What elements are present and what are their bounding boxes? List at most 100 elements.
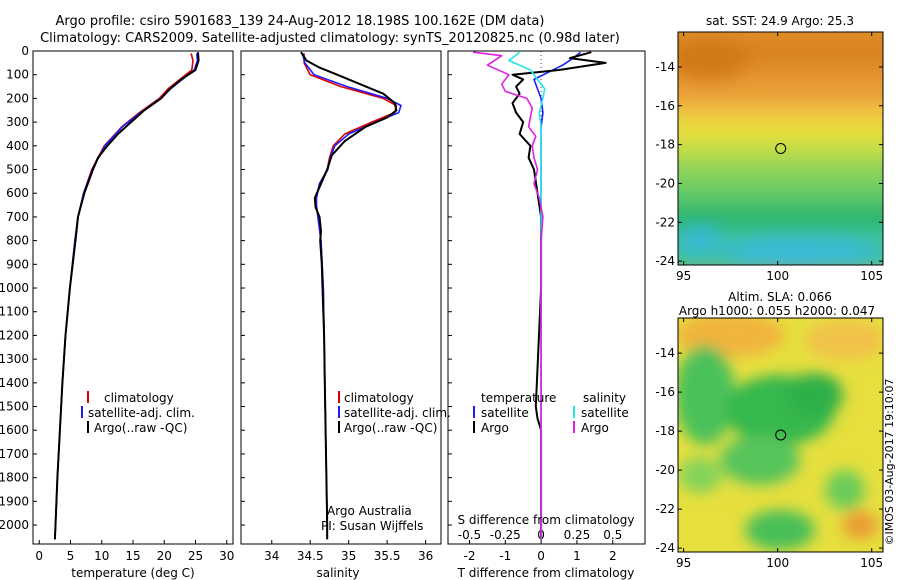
y-tick-label: 1900 — [0, 494, 29, 508]
sla-patch-lightgreen-sw — [678, 457, 722, 493]
sla-patch-orange-ne — [805, 320, 883, 360]
series-line-satellite-adj-clim- — [301, 53, 402, 540]
difference-frame — [447, 50, 646, 545]
y-tick-label: 500 — [6, 163, 29, 177]
header-line-2: Climatology: CARS2009. Satellite-adjuste… — [40, 31, 620, 46]
temperature-frame — [32, 50, 234, 545]
salinity-panel: 34 34.5 35 35.5 36 salinity climatology sate… — [240, 50, 451, 580]
legend-swatch-t-satellite — [473, 406, 475, 418]
map-y-tick-label: -14 — [655, 346, 675, 360]
sst-patch-cyan — [720, 237, 880, 265]
sla-patch-green-south — [720, 435, 800, 485]
legend-swatch-argo — [87, 421, 89, 433]
y-tick-label: 600 — [6, 186, 29, 200]
series-line-s-satellite — [508, 51, 546, 540]
sla-map: Altim. SLA: 0.066 Argo h1000: 0.055 h200… — [655, 290, 884, 570]
annotation-argo-australia: Argo Australia — [327, 504, 412, 518]
y-tick-label: 200 — [6, 91, 29, 105]
x-tick-label: 1 — [573, 549, 581, 563]
sla-map-title: Altim. SLA: 0.066 — [728, 290, 832, 304]
x-tick-label: 35 — [341, 549, 356, 563]
x-tick-label: 25 — [188, 549, 203, 563]
y-tick-label: 1000 — [0, 281, 29, 295]
legend-swatch-t-argo — [473, 421, 475, 433]
map-x-tick-label: 100 — [766, 556, 789, 570]
series-line-s-argo — [473, 51, 544, 540]
sst-patch-cyan-west — [678, 226, 722, 254]
series-line-argo-raw-qc- — [53, 52, 200, 540]
header-line-1: Argo profile: csiro 5901683_139 24-Aug-2… — [56, 14, 545, 29]
legend-salinity-heading: salinity — [583, 391, 626, 405]
temperature-xlabel: temperature (deg C) — [71, 566, 194, 580]
legend-swatch-s-satellite — [573, 406, 575, 418]
y-tick-label: 400 — [6, 139, 29, 153]
argo-position-marker — [775, 429, 787, 441]
series-line-t-argo — [511, 51, 607, 540]
legend-t-argo: Argo — [481, 421, 509, 435]
legend-swatch-s-argo — [573, 421, 575, 433]
x-tick-label: 30 — [219, 549, 234, 563]
x-tick-label: 20 — [157, 549, 172, 563]
legend-temperature-heading: temperature — [481, 391, 556, 405]
map-y-tick-label: -20 — [655, 463, 675, 477]
sst-map: sat. SST: 24.9 Argo: 25.3 95 100 105 -14 -16… — [655, 14, 884, 283]
argo-position-marker — [775, 143, 787, 154]
salinity-xlabel: salinity — [316, 566, 359, 580]
sla-map-ticks: 95 100 105 -14 -16 -18 -20 -22 -24 — [655, 318, 883, 570]
y-tick-label: 1100 — [0, 305, 29, 319]
x2-tick-label: -0.25 — [490, 528, 521, 542]
map-x-tick-label: 100 — [766, 269, 789, 283]
salinity-frame — [240, 50, 442, 545]
sla-map-subtitle: Argo h1000: 0.055 h2000: 0.047 — [679, 304, 875, 318]
legend-swatch-argo — [338, 421, 340, 433]
sla-patch-green-se — [825, 470, 865, 510]
temperature-profile-lines — [53, 52, 200, 540]
temperature-panel: 0100200300400500600700800900100011001200… — [0, 44, 234, 580]
x-tick-label: 5 — [67, 549, 75, 563]
map-y-tick-label: -16 — [655, 99, 675, 113]
annotation-pi: PI: Susan Wijffels — [321, 519, 423, 533]
difference-legend: temperature salinity satellite Argo sate… — [473, 391, 629, 435]
y-tick-label: 100 — [6, 68, 29, 82]
map-x-tick-label: 105 — [860, 269, 883, 283]
y-tick-label: 900 — [6, 257, 29, 271]
legend-swatch-climatology — [87, 391, 89, 403]
imos-watermark: ©IMOS 03-Aug-2017 19:10:07 — [883, 379, 896, 546]
x-tick-label: 35.5 — [374, 549, 401, 563]
salinity-legend: climatology satellite-adj. clim. Argo(..… — [338, 391, 451, 435]
sla-patch-green-west — [678, 345, 735, 445]
y-tick-label: 1300 — [0, 352, 29, 366]
x-tick-label: 34 — [264, 549, 279, 563]
sst-patches — [678, 32, 883, 265]
y-tick-label: 800 — [6, 234, 29, 248]
y-tick-label: 700 — [6, 210, 29, 224]
map-y-tick-label: -22 — [655, 215, 675, 229]
sla-patch-green-east — [787, 373, 843, 417]
x-tick-label: 0 — [537, 549, 545, 563]
sst-patch-dark-green — [678, 205, 883, 230]
y-tick-label: 1700 — [0, 447, 29, 461]
temperature-legend: climatology satellite-adj. clim. Argo(..… — [81, 391, 195, 435]
legend-climatology: climatology — [104, 391, 174, 405]
y-tick-label: 1500 — [0, 400, 29, 414]
map-y-tick-label: -24 — [655, 541, 675, 555]
y-tick-label: 1600 — [0, 423, 29, 437]
sst-map-frame — [677, 31, 884, 266]
sla-map-field — [678, 318, 883, 552]
x-tick-label: -1 — [499, 549, 511, 563]
sla-patches — [678, 318, 883, 550]
legend-s-satellite: satellite — [581, 406, 629, 420]
series-line-argo-raw-qc- — [300, 51, 398, 540]
x2-tick-label: 0.5 — [603, 528, 622, 542]
map-y-tick-label: -18 — [655, 138, 675, 152]
map-x-tick-label: 95 — [676, 556, 691, 570]
y-tick-label: 2000 — [0, 518, 29, 532]
y-tick-label: 1200 — [0, 328, 29, 342]
map-y-tick-label: -16 — [655, 385, 675, 399]
legend-satellite-adj: satellite-adj. clim. — [344, 406, 451, 420]
legend-argo: Argo(..raw -QC) — [344, 421, 437, 435]
legend-t-satellite: satellite — [481, 406, 529, 420]
x2-tick-label: -0.5 — [458, 528, 481, 542]
